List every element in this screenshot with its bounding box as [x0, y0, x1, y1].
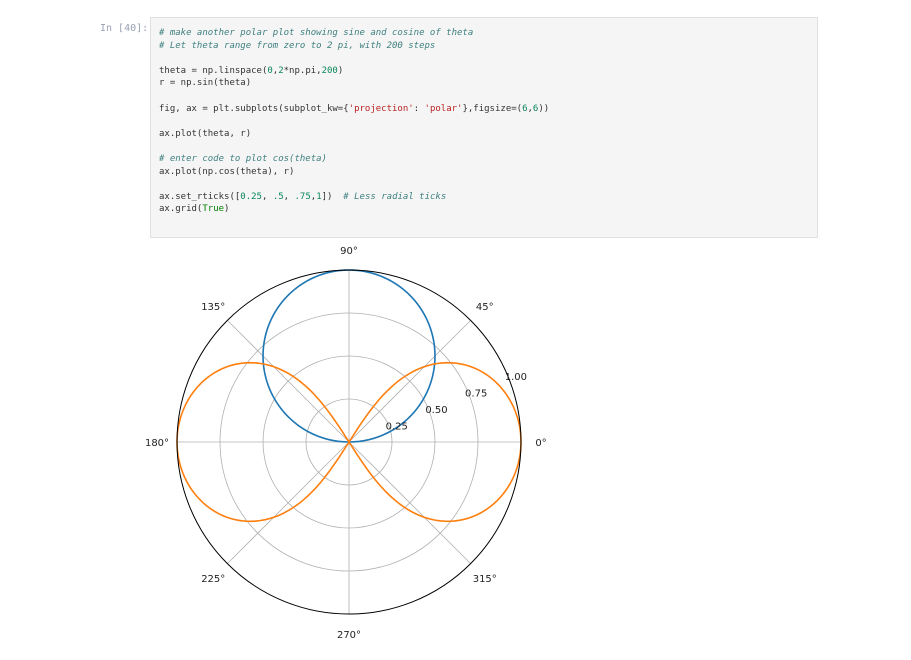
code-line: ax.grid(True): [159, 203, 549, 216]
code-token: ,: [527, 103, 533, 114]
code-token: True: [202, 204, 225, 215]
code-line: [159, 178, 549, 191]
angular-gridline: [227, 320, 350, 443]
code-token: 1: [316, 191, 322, 202]
code-token: 6: [532, 103, 539, 114]
code-line: ax.plot(theta, r): [159, 128, 549, 141]
code-token: # make another polar plot showing sine a…: [159, 28, 474, 38]
code-token: *np.pi,: [283, 65, 322, 76]
code-token: ): [224, 204, 230, 215]
code-token: ): [337, 65, 344, 76]
code-token: ax.plot(np.cos(theta), r): [159, 166, 295, 177]
code-token: 2: [278, 65, 284, 76]
code-token: fig, ax = plt.subplots(subplot_kw={: [159, 103, 349, 114]
code-line: ax.set_rticks([0.25, .5, .75,1]) # Less …: [159, 191, 549, 204]
code-line: [159, 115, 549, 128]
code-token: :: [413, 103, 425, 114]
code-cell[interactable]: # make another polar plot showing sine a…: [150, 17, 818, 238]
polar-plot: 0° 45° 90° 135° 180° 225° 270° 315° 0.25 0.50 0.75…: [145, 246, 547, 641]
code-token: 'projection': [348, 103, 414, 114]
code-token: .75: [294, 191, 311, 202]
code-line: [159, 140, 549, 153]
radial-tick-label: 0.25: [386, 422, 408, 433]
code-token: )): [538, 103, 550, 114]
code-line: theta = np.linspace(0,2*np.pi,200): [159, 65, 549, 78]
angle-tick-label: 315°: [473, 574, 497, 585]
angle-tick-label: 270°: [337, 630, 361, 641]
code-line: # Let theta range from zero to 2 pi, wit…: [159, 40, 549, 53]
angle-tick-label: 180°: [145, 438, 169, 449]
code-line: [159, 52, 549, 65]
code-token: ,: [272, 65, 279, 76]
code-token: .5: [272, 191, 284, 202]
code-editor[interactable]: # make another polar plot showing sine a…: [159, 27, 549, 216]
radial-tick-label: 0.75: [465, 389, 487, 400]
code-token: ]): [321, 191, 344, 202]
code-token: 'polar': [424, 103, 463, 114]
radial-tick-label: 0.50: [425, 405, 447, 416]
code-line: # enter code to plot cos(theta): [159, 153, 549, 166]
angle-tick-label: 45°: [476, 302, 494, 313]
code-token: ,: [261, 191, 273, 202]
series-cos-line: [176, 361, 522, 523]
code-token: ,: [283, 191, 295, 202]
code-line: fig, ax = plt.subplots(subplot_kw={'proj…: [159, 103, 549, 116]
code-token: r = np.sin(theta): [159, 78, 252, 89]
code-token: ax.grid(: [159, 204, 203, 215]
angle-tick-label: 90°: [340, 246, 358, 257]
code-token: ,: [310, 191, 317, 202]
angular-gridline: [348, 320, 471, 443]
code-line: [159, 90, 549, 103]
angular-gridline: [348, 441, 471, 564]
code-line: r = np.sin(theta): [159, 77, 549, 90]
code-token: },figsize=(: [462, 103, 523, 114]
code-line: # make another polar plot showing sine a…: [159, 27, 549, 40]
code-token: 0: [267, 65, 273, 76]
cell-prompt: In [40]:: [100, 23, 149, 34]
angle-tick-label: 225°: [201, 574, 225, 585]
code-token: # enter code to plot cos(theta): [159, 153, 327, 164]
code-line: ax.plot(np.cos(theta), r): [159, 166, 549, 179]
code-token: theta = np.linspace(: [159, 65, 268, 76]
radial-tick-label: 1.00: [505, 372, 527, 383]
polar-spine: [176, 269, 522, 615]
angle-tick-label: 0°: [535, 438, 546, 449]
code-token: 200: [321, 65, 338, 76]
code-token: 0.25: [240, 191, 262, 202]
angle-tick-label: 135°: [201, 302, 225, 313]
code-token: ax.set_rticks([: [159, 191, 241, 202]
code-token: # Less radial ticks: [343, 191, 447, 202]
code-token: ax.plot(theta, r): [159, 128, 252, 139]
code-token: 6: [522, 103, 528, 114]
angular-gridline: [227, 441, 350, 564]
code-token: # Let theta range from zero to 2 pi, wit…: [159, 40, 436, 51]
